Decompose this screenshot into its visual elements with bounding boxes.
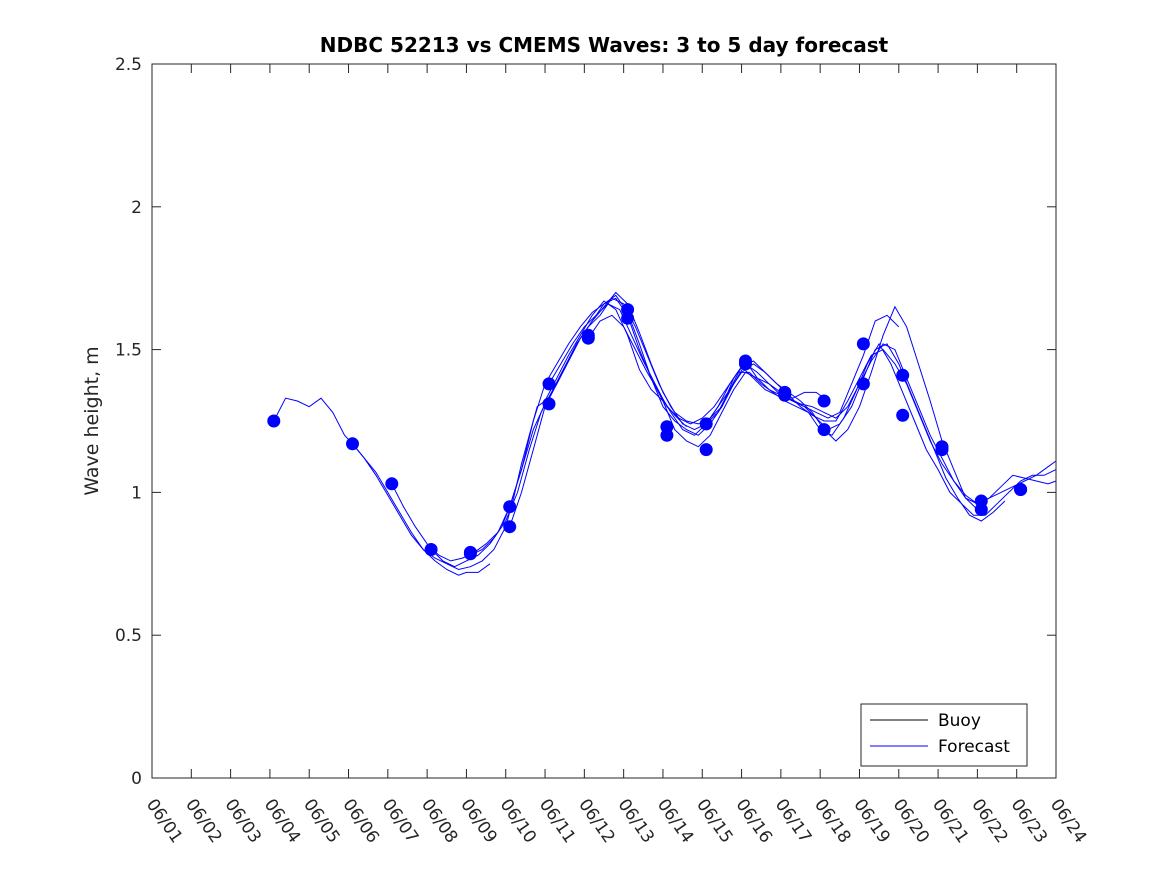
legend-forecast-label: Forecast [938, 737, 1010, 757]
forecast-marker [778, 385, 792, 399]
legend-buoy-label: Buoy [938, 711, 981, 731]
forecast-marker [1014, 483, 1028, 496]
forecast-marker [581, 328, 595, 342]
plot-frame [151, 63, 1057, 779]
forecast-marker [896, 408, 910, 422]
y-tick-label: 2 [131, 198, 142, 218]
forecast-marker [935, 440, 949, 454]
forecast-marker [974, 494, 988, 508]
forecast-line-1 [273, 397, 491, 576]
forecast-marker [463, 545, 477, 559]
forecast-marker [660, 420, 674, 434]
series-layer [267, 293, 1057, 576]
y-axis-label: Wave height, m [81, 346, 103, 495]
forecast-line-7 [548, 303, 1057, 516]
forecast-line-9 [705, 343, 1057, 505]
forecast-marker [503, 520, 517, 534]
forecast-marker [503, 500, 517, 514]
forecast-marker [739, 354, 752, 368]
legend-box [860, 703, 1028, 767]
forecast-marker [699, 417, 713, 431]
forecast-marker [385, 477, 399, 491]
forecast-marker [856, 377, 870, 391]
y-tick-label: 0.5 [115, 626, 142, 646]
forecast-marker [542, 377, 556, 391]
forecast-marker [699, 443, 713, 457]
chart-title: NDBC 52213 vs CMEMS Waves: 3 to 5 day fo… [320, 33, 889, 57]
forecast-marker [542, 397, 556, 411]
forecast-marker [896, 368, 910, 382]
plot-area [152, 64, 1056, 778]
legend: Buoy Forecast [860, 703, 1028, 767]
forecast-marker [817, 423, 831, 437]
y-tick-label: 1 [131, 483, 142, 503]
forecast-marker [817, 394, 831, 408]
y-tick-label: 0 [131, 769, 142, 789]
forecast-marker [856, 337, 870, 351]
forecast-marker [267, 414, 281, 428]
forecast-line-4 [430, 297, 900, 568]
forecast-marker [424, 543, 438, 556]
forecast-marker [346, 437, 359, 451]
y-tick-label: 2.5 [115, 55, 142, 75]
forecast-marker [621, 303, 635, 317]
y-tick-label: 1.5 [115, 341, 142, 361]
